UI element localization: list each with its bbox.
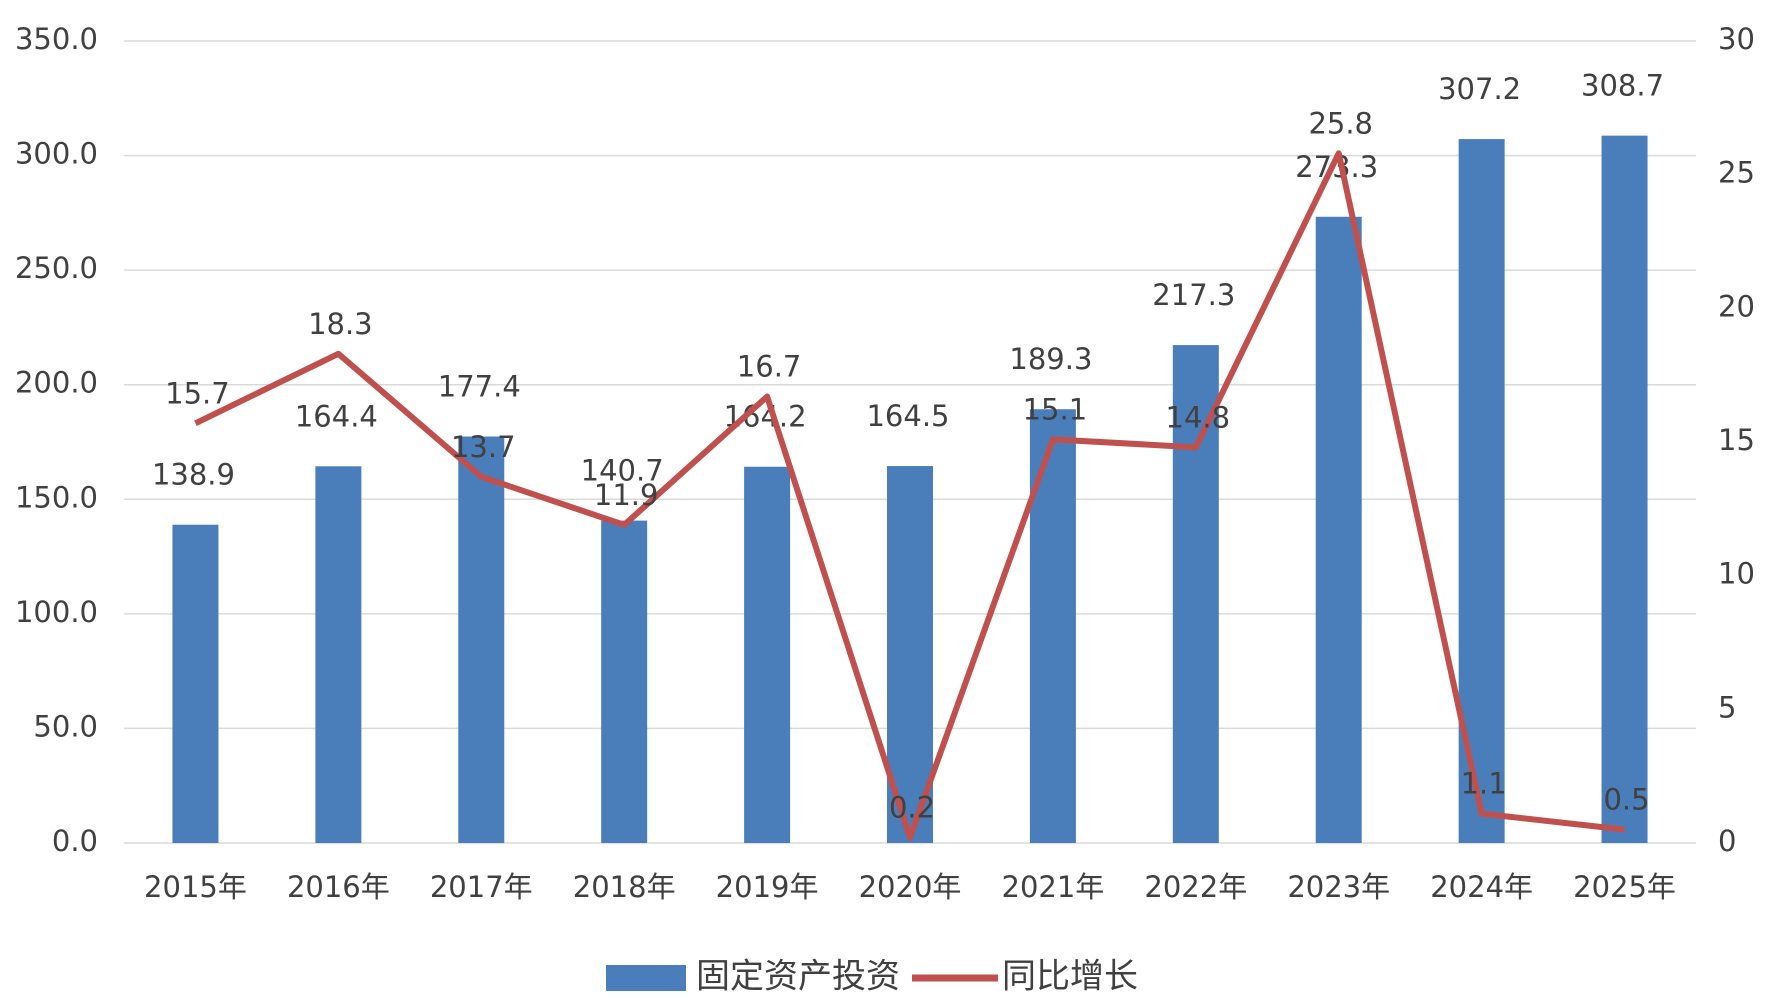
x-tick-label: 2018年 [573, 870, 676, 904]
bar [1458, 139, 1505, 844]
x-tick-label: 2025年 [1573, 870, 1676, 904]
bar-value-label: 189.3 [1009, 342, 1092, 376]
y-tick-label: 350.0 [15, 22, 98, 56]
x-tick-label: 2023年 [1287, 870, 1390, 904]
x-tick-label: 2016年 [287, 870, 390, 904]
y2-tick-label: 0 [1718, 824, 1736, 858]
line-value-label: 15.7 [165, 376, 230, 410]
y2-tick-label: 5 [1718, 690, 1736, 724]
x-tick-label: 2017年 [430, 870, 533, 904]
y2-tick-label: 25 [1718, 156, 1755, 190]
bar-value-label: 177.4 [438, 370, 521, 404]
line-value-label: 25.8 [1308, 106, 1373, 140]
bar-value-label: 308.7 [1581, 69, 1664, 103]
bar-value-label: 138.9 [152, 458, 235, 492]
x-tick-label: 2024年 [1430, 870, 1533, 904]
line-value-label: 11.9 [594, 478, 659, 512]
bar-value-label: 217.3 [1152, 278, 1235, 312]
y2-tick-label: 15 [1718, 423, 1755, 457]
line-value-label: 16.7 [737, 350, 802, 384]
line-value-label: 13.7 [451, 430, 516, 464]
bar [744, 466, 791, 843]
bar [458, 436, 505, 843]
bar-value-label: 307.2 [1438, 72, 1521, 106]
x-tick-label: 2020年 [859, 870, 962, 904]
x-tick-label: 2015年 [144, 870, 247, 904]
bar-value-label: 164.2 [724, 400, 807, 434]
bar [1601, 135, 1648, 844]
line-value-label: 0.2 [889, 791, 935, 825]
y-tick-label: 100.0 [15, 595, 98, 629]
bar-value-label: 164.5 [866, 399, 949, 433]
bar [1315, 216, 1362, 844]
legend-swatch [606, 965, 686, 991]
x-tick-label: 2021年 [1002, 870, 1105, 904]
x-tick-label: 2019年 [716, 870, 819, 904]
line-value-label: 15.1 [1023, 392, 1088, 426]
bar [172, 524, 219, 843]
y2-tick-label: 30 [1718, 22, 1755, 56]
y-tick-label: 50.0 [33, 709, 98, 743]
y2-tick-label: 20 [1718, 289, 1755, 323]
y2-tick-label: 10 [1718, 557, 1755, 591]
legend-label: 固定资产投资 [696, 957, 900, 997]
line-value-label: 14.8 [1166, 400, 1231, 434]
bar [887, 466, 933, 843]
line-value-label: 1.1 [1461, 767, 1507, 801]
line-value-label: 18.3 [308, 307, 373, 341]
y-tick-label: 0.0 [52, 824, 98, 858]
bar [1029, 409, 1076, 843]
line [194, 150, 1625, 841]
bar [315, 466, 362, 843]
x-tick-label: 2022年 [1144, 870, 1247, 904]
y-tick-label: 300.0 [15, 137, 98, 171]
y-tick-label: 200.0 [15, 366, 98, 400]
bar [1172, 345, 1219, 843]
bar-value-label: 164.4 [295, 399, 378, 433]
bar [601, 520, 648, 843]
y-tick-label: 250.0 [15, 251, 98, 285]
legend-label: 同比增长 [1002, 957, 1138, 997]
bar-value-label: 140.7 [581, 454, 664, 488]
line-value-label: 0.5 [1603, 783, 1649, 817]
y-tick-label: 150.0 [15, 480, 98, 514]
